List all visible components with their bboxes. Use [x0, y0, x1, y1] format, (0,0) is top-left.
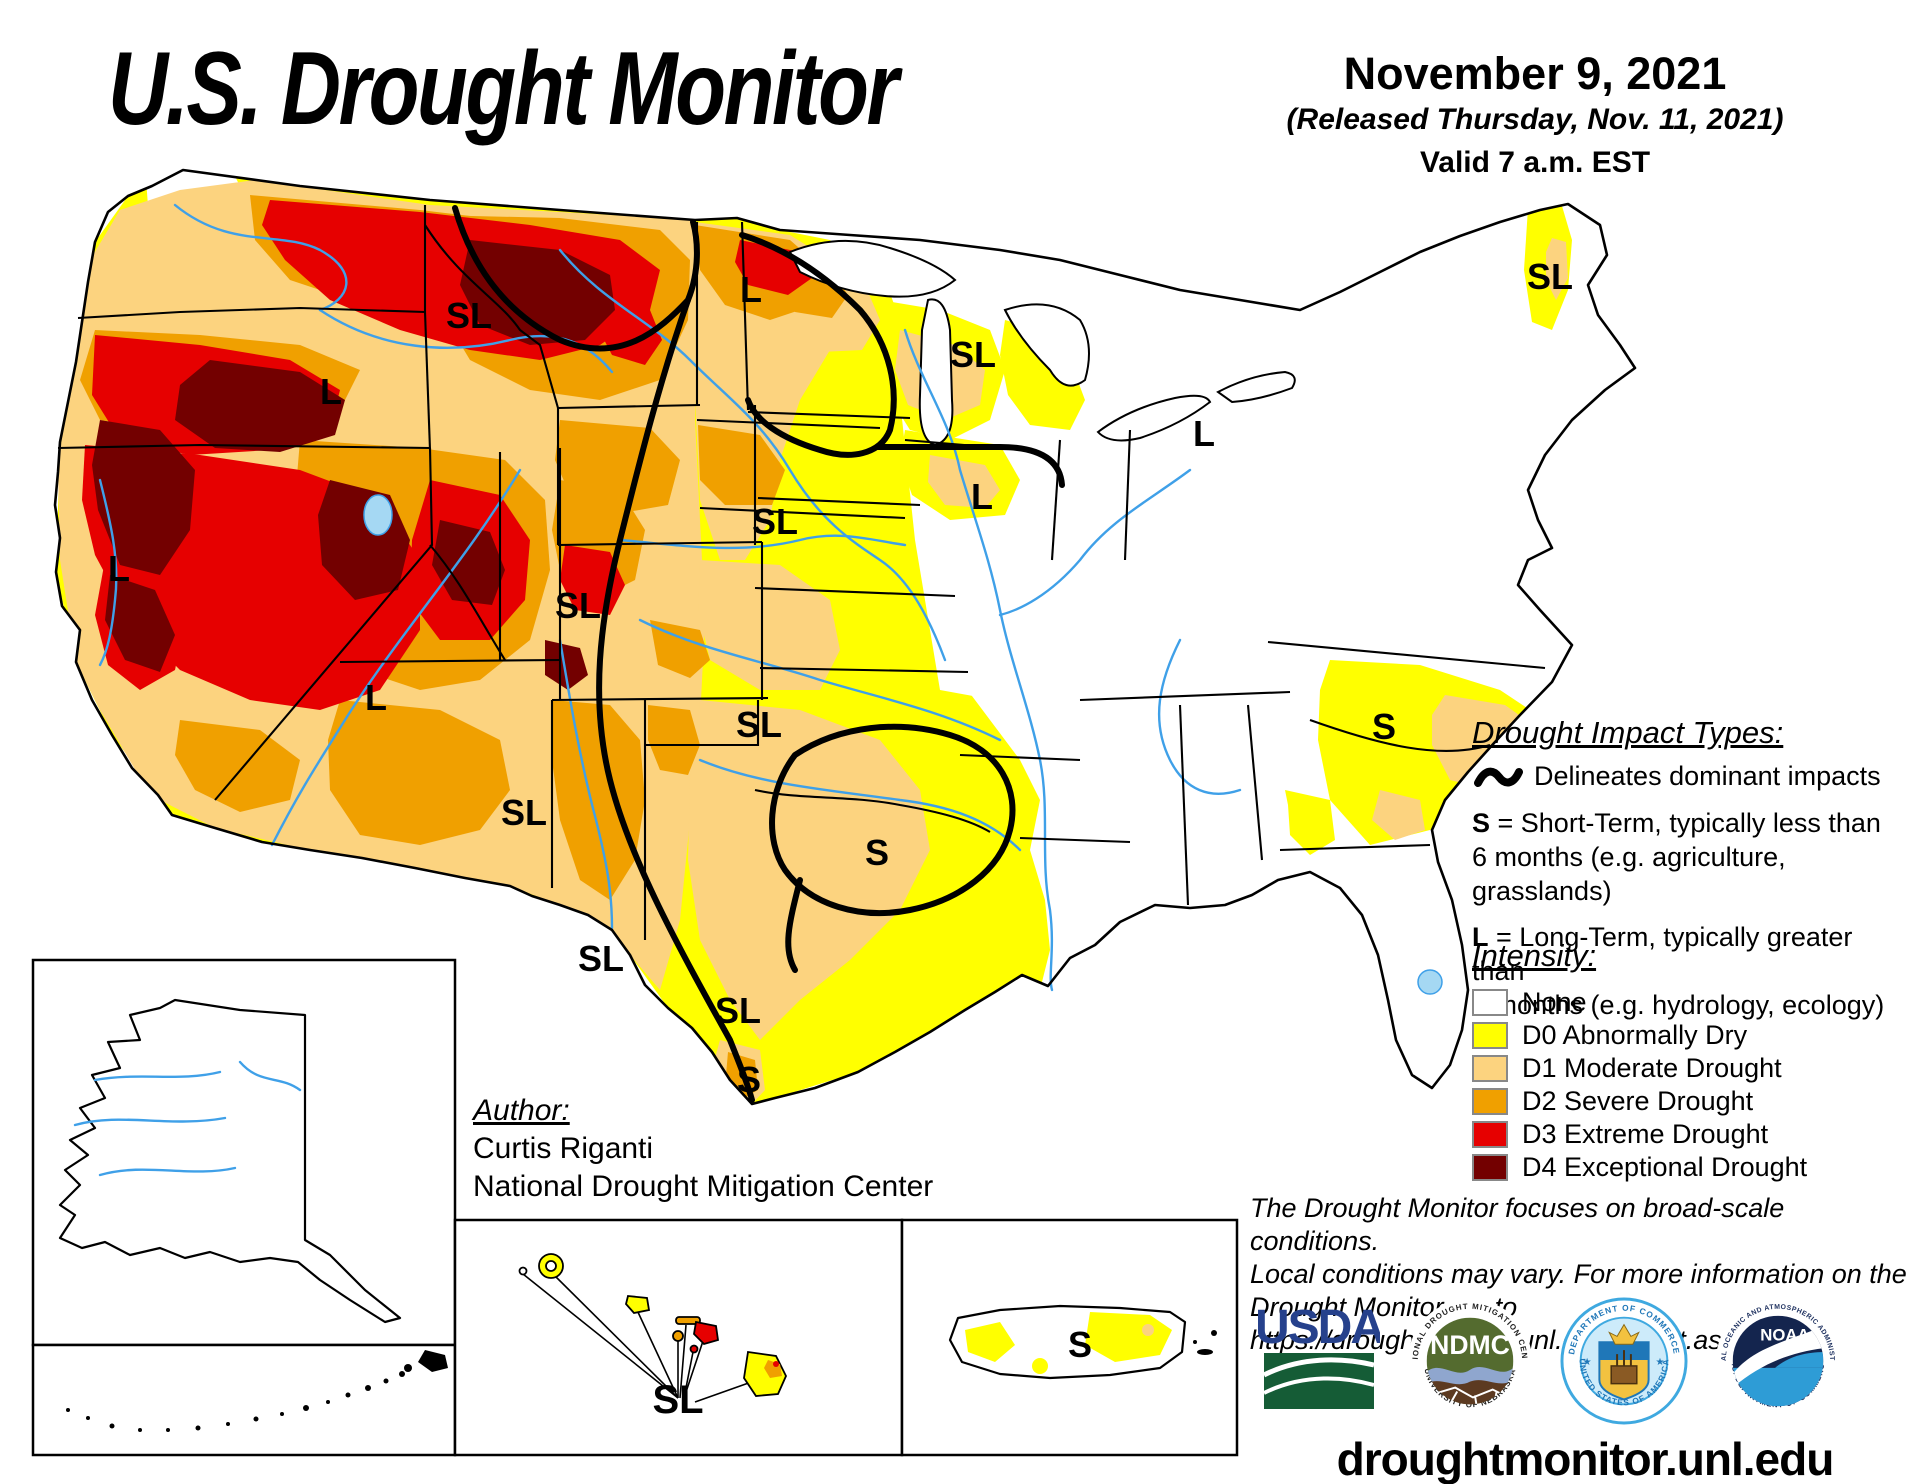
author-name: Curtis Riganti — [473, 1132, 654, 1165]
long-term-definition: L = Long-Term, typically greater than 6 … — [1472, 920, 1912, 1022]
intensity-swatch-3 — [1472, 1088, 1508, 1115]
impact-label-s-18: S — [1067, 1324, 1093, 1365]
impact-types-legend: Drought Impact Types: Delineates dominan… — [1472, 715, 1912, 1022]
map-date: November 9, 2021 — [1343, 48, 1727, 99]
impact-label-sl-14: SL — [714, 990, 762, 1031]
impact-label-l-2: L — [740, 269, 762, 310]
intensity-swatch-4 — [1472, 1121, 1508, 1148]
intensity-heading: Intensity: — [1472, 938, 1597, 973]
impact-delineate-row: Delineates dominant impacts — [1472, 761, 1912, 792]
impact-label-sl-11: SL — [500, 792, 548, 833]
usda-logo: USDA — [1258, 1301, 1380, 1409]
short-term-definition: S = Short-Term, typically less than 6 mo… — [1472, 806, 1912, 908]
impact-label-sl-13: SL — [577, 938, 625, 979]
intensity-swatch-1 — [1472, 1022, 1508, 1049]
logos-row: USDA NATIONAL DROUGHT MITIGATION CENTER … — [1258, 1296, 1898, 1426]
conus-outline — [53, 168, 1637, 1106]
impact-label-sl-19: SL — [652, 1378, 704, 1422]
intensity-swatch-2 — [1472, 1055, 1508, 1082]
commerce-logo: DEPARTMENT OF COMMERCE UNITED STATES OF … — [1560, 1297, 1688, 1425]
intensity-swatch-0 — [1472, 989, 1508, 1016]
impact-label-l-4: L — [1193, 413, 1215, 454]
alaska-map — [58, 998, 402, 1324]
long-term-text-2: 6 months (e.g. hydrology, ecology) — [1472, 990, 1885, 1020]
intensity-item-0: None — [1472, 986, 1807, 1019]
ndmc-logo: NATIONAL DROUGHT MITIGATION CENTER UNIVE… — [1406, 1297, 1533, 1424]
impact-delineation-lines — [452, 205, 1065, 1103]
impact-label-s-12: S — [864, 832, 890, 873]
inland-lakes — [363, 494, 1443, 995]
short-term-symbol: S — [1472, 808, 1491, 838]
delineates-label: Delineates dominant impacts — [1534, 761, 1881, 791]
aleutians-inset-box — [31, 1343, 457, 1457]
impact-label-l-7: L — [108, 548, 130, 589]
impact-label-sl-8: SL — [554, 585, 602, 626]
intensity-swatch-5 — [1472, 1154, 1508, 1181]
puerto-rico-map — [948, 1304, 1217, 1380]
impact-label-sl-17: SL — [1526, 256, 1574, 297]
short-term-text-2: 6 months (e.g. agriculture, grasslands) — [1472, 842, 1786, 906]
impact-label-sl-3: SL — [949, 334, 997, 375]
intensity-legend-items: None D0 Abnormally Dry D1 Moderate Drought… — [1472, 986, 1807, 1184]
valid-time: Valid 7 a.m. EST — [1419, 146, 1651, 179]
long-term-text-1: = Long-Term, typically greater than — [1472, 922, 1853, 986]
svg-text:★: ★ — [1656, 1357, 1665, 1368]
intensity-item-1: D0 Abnormally Dry — [1472, 1019, 1807, 1052]
disclaimer-line-1: The Drought Monitor focuses on broad-sca… — [1250, 1193, 1785, 1256]
author-heading: Author: — [473, 1094, 570, 1127]
intensity-label-0: None — [1522, 987, 1587, 1017]
squiggle-line-icon — [1474, 767, 1523, 787]
svg-text:NOAA: NOAA — [1760, 1325, 1809, 1344]
impact-label-sl-0: SL — [445, 295, 493, 336]
date-block: November 9, 2021 (Released Thursday, Nov… — [1150, 48, 1920, 186]
impact-legend-heading: Drought Impact Types: — [1472, 715, 1784, 750]
intensity-item-4: D3 Extreme Drought — [1472, 1118, 1807, 1151]
intensity-item-5: D4 Exceptional Drought — [1472, 1151, 1807, 1184]
author-block: Author: Curtis Riganti National Drought … — [473, 1092, 933, 1206]
author-org: National Drought Mitigation Center — [473, 1170, 934, 1203]
intensity-item-2: D1 Moderate Drought — [1472, 1052, 1807, 1085]
intensity-label-4: D3 Extreme Drought — [1522, 1119, 1769, 1149]
short-term-text-1: = Short-Term, typically less than — [1490, 808, 1881, 838]
impact-label-l-5: L — [971, 476, 993, 517]
impact-label-sl-10: SL — [735, 704, 783, 745]
rivers — [98, 203, 1242, 992]
svg-text:★: ★ — [1583, 1357, 1592, 1368]
intensity-label-2: D1 Moderate Drought — [1522, 1053, 1782, 1083]
disclaimer: The Drought Monitor focuses on broad-sca… — [1250, 1192, 1920, 1357]
intensity-label-5: D4 Exceptional Drought — [1522, 1152, 1808, 1182]
state-borders — [57, 205, 1546, 940]
disclaimer-line-2: Local conditions may vary. For more info… — [1250, 1259, 1907, 1289]
svg-text:USDA: USDA — [1258, 1301, 1380, 1354]
page-title: U.S. Drought Monitor — [108, 31, 899, 147]
impact-label-l-1: L — [320, 371, 342, 412]
hawaii-map — [518, 1253, 787, 1403]
intensity-item-3: D2 Severe Drought — [1472, 1085, 1807, 1118]
intensity-label-3: D2 Severe Drought — [1522, 1086, 1754, 1116]
impact-label-s-15: S — [736, 1059, 762, 1100]
intensity-legend: Intensity: None D0 Abnormally Dry D1 Moder… — [1472, 938, 1807, 1184]
impact-label-s-16: S — [1371, 706, 1397, 747]
intensity-label-1: D0 Abnormally Dry — [1522, 1020, 1748, 1050]
impact-label-sl-6: SL — [751, 501, 799, 542]
aleutian-islands — [66, 1350, 448, 1432]
noaa-logo: NATIONAL OCEANIC AND ATMOSPHERIC ADMINIS… — [1714, 1297, 1841, 1424]
long-term-symbol: L — [1472, 922, 1489, 952]
conus-drought-fills — [55, 170, 1635, 1104]
footer-url: droughtmonitor.unl.edu — [1336, 1433, 1835, 1484]
impact-label-l-9: L — [365, 677, 387, 718]
release-date: (Released Thursday, Nov. 11, 2021) — [1286, 103, 1784, 136]
svg-text:NDMC: NDMC — [1430, 1330, 1510, 1360]
